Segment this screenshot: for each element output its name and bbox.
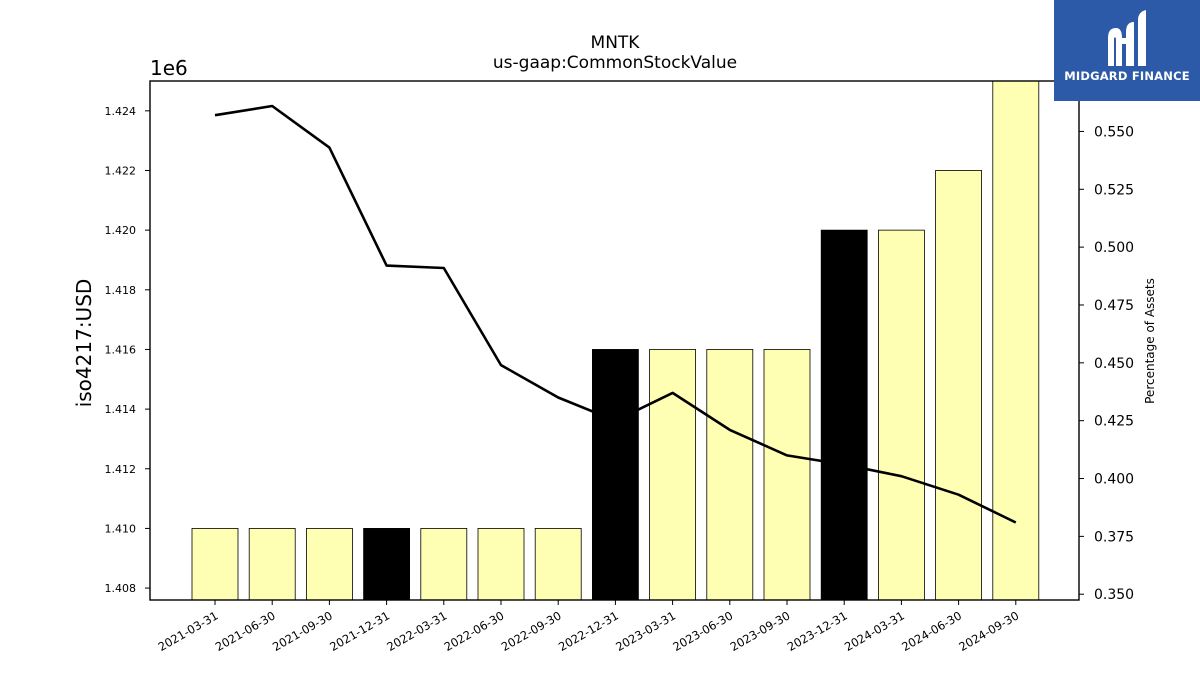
bar xyxy=(992,80,1040,601)
x-tick-label: 2023-12-31 xyxy=(785,608,850,654)
y-tick-label: 1.408 xyxy=(105,582,137,595)
bar xyxy=(534,528,582,601)
bar xyxy=(878,229,925,601)
bar xyxy=(191,528,239,601)
bar xyxy=(477,528,525,601)
y2-tick-label: 0.550 xyxy=(1094,124,1134,140)
bar xyxy=(363,528,411,601)
x-tick-label: 2024-09-30 xyxy=(956,608,1021,654)
midgard-m-icon xyxy=(1108,10,1146,66)
bar xyxy=(820,229,868,601)
series-line xyxy=(214,104,1017,524)
y2-tick-label: 0.450 xyxy=(1094,356,1134,372)
x-tick-label: 2021-06-30 xyxy=(213,608,278,654)
y-tick-label: 1.424 xyxy=(105,105,137,118)
bar xyxy=(706,349,754,601)
bar xyxy=(592,349,639,601)
brand-logo: MIDGARD FINANCE xyxy=(1054,0,1200,101)
y-tick-label: 1.414 xyxy=(105,403,137,416)
y-offset-text: 1e6 xyxy=(150,56,188,80)
y-tick-label: 1.416 xyxy=(105,343,137,356)
x-tick-label: 2022-06-30 xyxy=(442,608,507,654)
x-tick-label: 2022-03-31 xyxy=(384,608,449,654)
y2-tick-label: 0.350 xyxy=(1094,587,1134,603)
x-tick-label: 2024-06-30 xyxy=(899,608,964,654)
y2-tick-label: 0.425 xyxy=(1094,414,1134,430)
y-tick-label: 1.418 xyxy=(105,284,137,297)
y-tick-label: 1.420 xyxy=(105,224,137,237)
y-tick-label: 1.412 xyxy=(105,463,137,476)
chart-title: MNTK xyxy=(591,33,641,53)
logo-text: MIDGARD FINANCE xyxy=(1064,69,1190,83)
x-tick-label: 2021-12-31 xyxy=(327,608,392,654)
y2-axis-label: Percentage of Assets xyxy=(1143,278,1157,404)
x-tick-label: 2022-09-30 xyxy=(499,608,564,654)
bars-group xyxy=(191,80,1040,601)
y2-tick-label: 0.500 xyxy=(1094,240,1134,256)
bar xyxy=(420,528,468,601)
y-axis-label: iso4217:USD xyxy=(72,279,96,408)
bar xyxy=(248,528,296,601)
y2-tick-label: 0.375 xyxy=(1094,529,1134,545)
bar xyxy=(649,349,696,601)
x-tick-label: 2023-09-30 xyxy=(728,608,793,654)
bar xyxy=(305,528,353,601)
bar xyxy=(763,349,811,601)
y2-tick-label: 0.475 xyxy=(1094,298,1134,314)
line-group xyxy=(214,104,1017,524)
y2-tick-label: 0.400 xyxy=(1094,472,1134,488)
x-tick-label: 2021-03-31 xyxy=(156,608,221,654)
y2-tick-label: 0.525 xyxy=(1094,182,1134,198)
x-tick-label: 2023-03-31 xyxy=(613,608,678,654)
bar xyxy=(935,170,982,601)
y-tick-label: 1.410 xyxy=(105,522,137,535)
x-tick-label: 2024-03-31 xyxy=(842,608,907,654)
plot-frame xyxy=(149,80,1080,601)
x-tick-label: 2021-09-30 xyxy=(270,608,335,654)
chart-subtitle: us-gaap:CommonStockValue xyxy=(493,53,737,73)
x-tick-label: 2022-12-31 xyxy=(556,608,621,654)
y-tick-label: 1.422 xyxy=(105,164,137,177)
x-tick-label: 2023-06-30 xyxy=(670,608,735,654)
